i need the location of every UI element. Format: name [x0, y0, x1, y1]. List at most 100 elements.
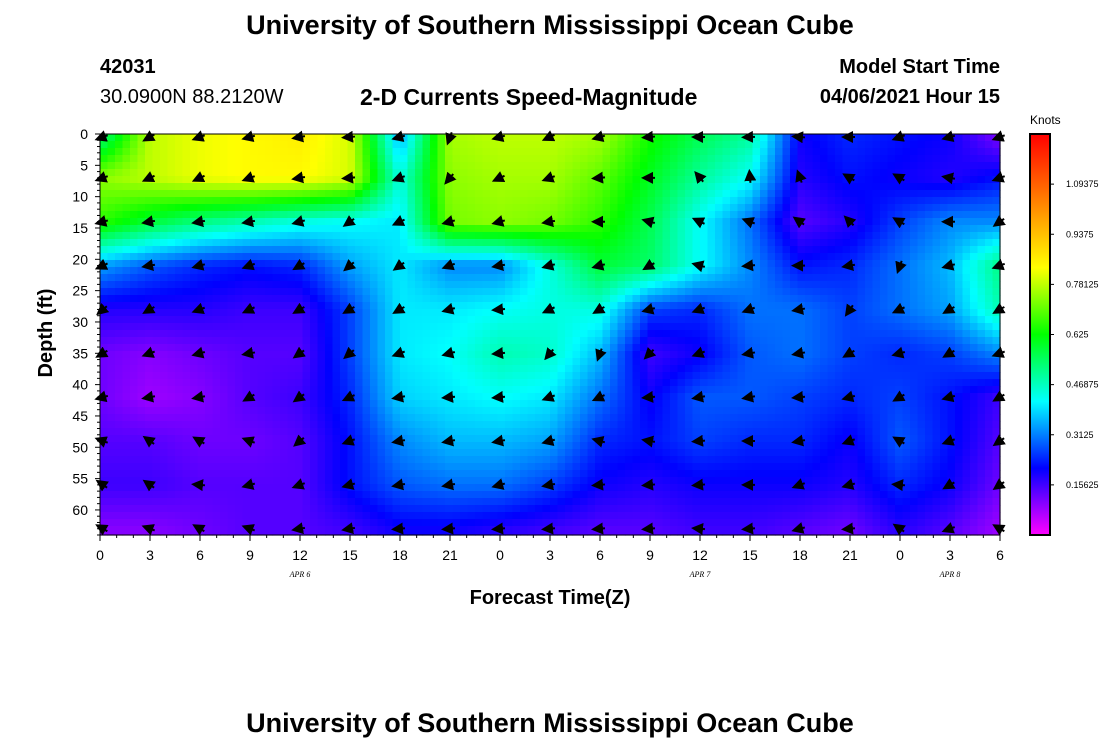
- heatmap-cell: [670, 281, 679, 289]
- heatmap-cell: [617, 344, 626, 352]
- heatmap-cell: [722, 358, 731, 366]
- heatmap-cell: [535, 260, 544, 268]
- heatmap-cell: [452, 309, 461, 317]
- heatmap-cell: [692, 253, 701, 261]
- heatmap-cell: [407, 267, 416, 275]
- heatmap-cell: [917, 400, 926, 408]
- heatmap-cell: [662, 204, 671, 212]
- heatmap-cell: [730, 351, 739, 359]
- heatmap-cell: [482, 414, 491, 422]
- heatmap-cell: [947, 197, 956, 205]
- heatmap-cell: [550, 309, 559, 317]
- heatmap-cell: [542, 295, 551, 303]
- heatmap-cell: [497, 204, 506, 212]
- heatmap-cell: [280, 386, 289, 394]
- heatmap-cell: [370, 393, 379, 401]
- heatmap-cell: [145, 344, 154, 352]
- heatmap-cell: [272, 183, 281, 191]
- heatmap-cell: [827, 246, 836, 254]
- heatmap-cell: [820, 414, 829, 422]
- heatmap-cell: [587, 386, 596, 394]
- station-coordinates: 30.0900N 88.2120W: [100, 86, 284, 108]
- heatmap-cell: [107, 274, 116, 282]
- heatmap-cell: [167, 400, 176, 408]
- heatmap-cell: [640, 197, 649, 205]
- heatmap-cell: [107, 134, 116, 142]
- heatmap-cell: [625, 323, 634, 331]
- heatmap-cell: [505, 421, 514, 429]
- heatmap-cell: [355, 372, 364, 380]
- heatmap-cell: [475, 211, 484, 219]
- heatmap-cell: [295, 330, 304, 338]
- heatmap-cell: [992, 155, 1001, 163]
- heatmap-cell: [595, 295, 604, 303]
- heatmap-cell: [550, 407, 559, 415]
- heatmap-cell: [550, 330, 559, 338]
- heatmap-cell: [775, 295, 784, 303]
- heatmap-cell: [970, 281, 979, 289]
- heatmap-cell: [100, 239, 109, 247]
- heatmap-cell: [932, 281, 941, 289]
- heatmap-cell: [415, 281, 424, 289]
- heatmap-cell: [520, 407, 529, 415]
- heatmap-cell: [775, 239, 784, 247]
- heatmap-cell: [257, 421, 266, 429]
- heatmap-cell: [932, 365, 941, 373]
- heatmap-cell: [767, 330, 776, 338]
- heatmap-cell: [100, 225, 109, 233]
- heatmap-cell: [677, 267, 686, 275]
- heatmap-cell: [445, 204, 454, 212]
- heatmap-cell: [302, 197, 311, 205]
- heatmap-cell: [775, 225, 784, 233]
- heatmap-cell: [325, 204, 334, 212]
- heatmap-cell: [422, 372, 431, 380]
- heatmap-cell: [595, 337, 604, 345]
- heatmap-cell: [572, 253, 581, 261]
- heatmap-cell: [475, 218, 484, 226]
- heatmap-cell: [220, 365, 229, 373]
- heatmap-cell: [707, 204, 716, 212]
- heatmap-cell: [985, 351, 994, 359]
- heatmap-cell: [452, 414, 461, 422]
- heatmap-cell: [715, 211, 724, 219]
- heatmap-cell: [467, 155, 476, 163]
- heatmap-cell: [550, 372, 559, 380]
- heatmap-cell: [310, 246, 319, 254]
- heatmap-cell: [955, 218, 964, 226]
- heatmap-cell: [797, 239, 806, 247]
- heatmap-cell: [347, 239, 356, 247]
- heatmap-cell: [895, 197, 904, 205]
- heatmap-cell: [647, 197, 656, 205]
- heatmap-cell: [490, 190, 499, 198]
- heatmap-cell: [745, 372, 754, 380]
- heatmap-cell: [437, 232, 446, 240]
- heatmap-cell: [227, 204, 236, 212]
- heatmap-cell: [617, 372, 626, 380]
- heatmap-cell: [737, 358, 746, 366]
- heatmap-cell: [100, 253, 109, 261]
- heatmap-cell: [662, 239, 671, 247]
- heatmap-cell: [122, 351, 131, 359]
- heatmap-cell: [722, 232, 731, 240]
- heatmap-cell: [437, 407, 446, 415]
- heatmap-cell: [790, 323, 799, 331]
- heatmap-cell: [460, 414, 469, 422]
- heatmap-cell: [917, 267, 926, 275]
- heatmap-cell: [235, 330, 244, 338]
- heatmap-cell: [242, 379, 251, 387]
- heatmap-cell: [130, 190, 139, 198]
- heatmap-cell: [655, 253, 664, 261]
- heatmap-cell: [325, 162, 334, 170]
- heatmap-cell: [895, 281, 904, 289]
- heatmap-cell: [985, 162, 994, 170]
- heatmap-cell: [272, 316, 281, 324]
- heatmap-cell: [220, 239, 229, 247]
- heatmap-cell: [707, 274, 716, 282]
- heatmap-cell: [707, 344, 716, 352]
- heatmap-cell: [190, 169, 199, 177]
- heatmap-cell: [310, 400, 319, 408]
- heatmap-cell: [445, 414, 454, 422]
- heatmap-cell: [917, 134, 926, 142]
- heatmap-cell: [640, 344, 649, 352]
- heatmap-cell: [752, 162, 761, 170]
